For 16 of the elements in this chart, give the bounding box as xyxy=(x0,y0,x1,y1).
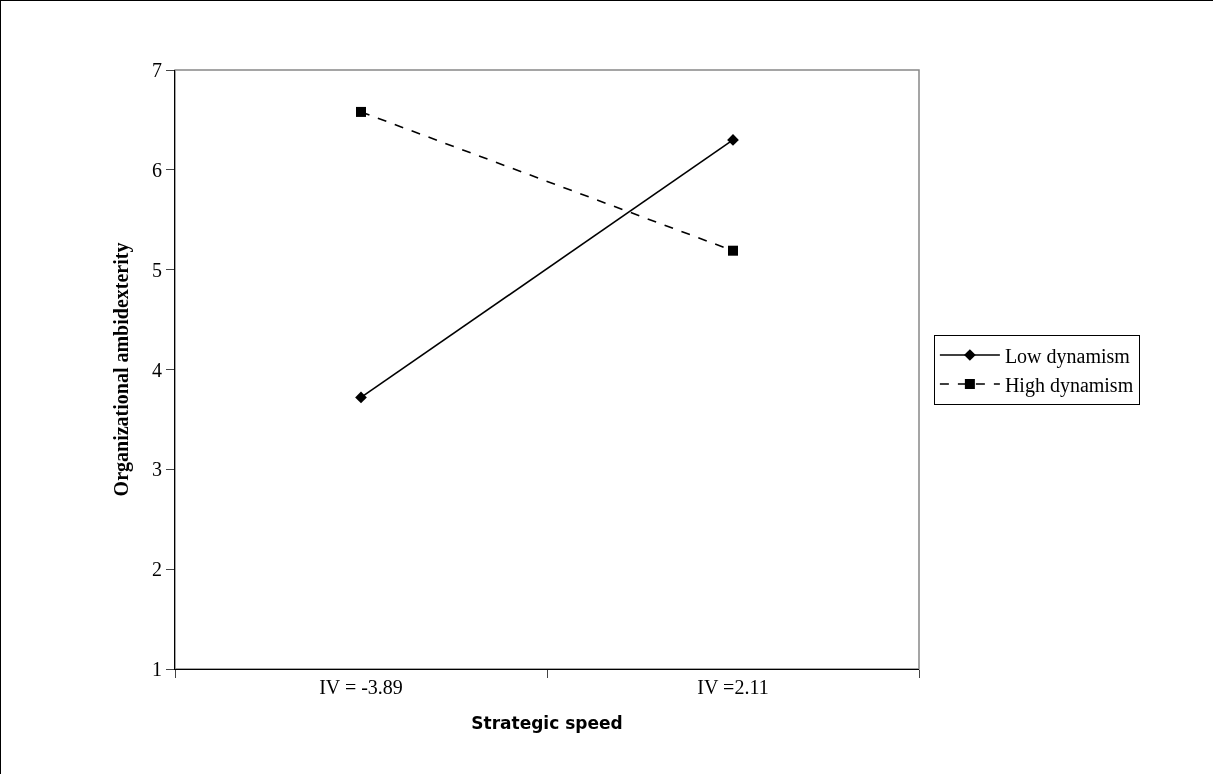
y-axis-title: Organizational ambidexterity xyxy=(109,242,133,497)
y-tick-label: 2 xyxy=(152,558,162,581)
x-tick-label: IV =2.11 xyxy=(697,676,769,698)
y-tick-label: 4 xyxy=(152,358,162,381)
y-tick-label: 7 xyxy=(152,59,162,81)
y-tick-label: 5 xyxy=(152,258,162,281)
y-tick-label: 3 xyxy=(152,458,162,481)
y-tick-label: 6 xyxy=(152,158,162,181)
point xyxy=(355,391,367,404)
point xyxy=(356,106,366,117)
legend-label: Low dynamism xyxy=(1004,344,1131,368)
x-tick-label: IV = -3.89 xyxy=(319,676,403,698)
x-axis-title: Strategic speed xyxy=(471,713,623,734)
point xyxy=(728,245,738,256)
y-tick-label: 1 xyxy=(152,658,162,680)
legend-label: High dynamism xyxy=(1004,373,1134,397)
